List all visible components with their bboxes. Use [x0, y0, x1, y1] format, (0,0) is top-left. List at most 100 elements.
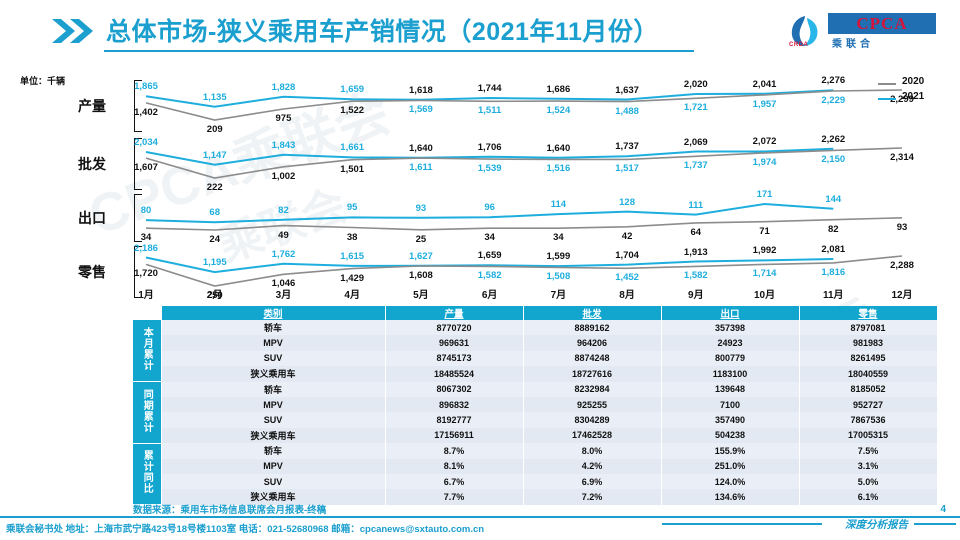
- value-label-bottom-2-5: 34: [484, 232, 495, 244]
- chart-row-label-0: 产量: [78, 98, 106, 114]
- table-row: SUV 8192777 8304289 357490 7867536: [133, 412, 938, 428]
- value-label-bottom-1-5: 1,539: [477, 163, 502, 175]
- table-header-row: 类别 产量 批发 出口 零售: [133, 306, 938, 320]
- value-label-bottom-0-11: 2,299: [890, 94, 914, 105]
- table-cell-export: 124.0%: [661, 473, 800, 490]
- table-cell-export: 155.9%: [661, 443, 800, 459]
- value-label-top-2-8: 111: [688, 199, 704, 211]
- table-row: MPV 896832 925255 7100 952727: [133, 396, 938, 413]
- table-cell-retail: 7.5%: [799, 443, 938, 459]
- table-cell-category: SUV: [161, 350, 386, 367]
- value-label-top-3-3: 1,615: [340, 250, 365, 262]
- legend-swatch-2021: [878, 98, 896, 101]
- value-label-top-0-9: 2,041: [752, 78, 777, 90]
- value-label-top-0-6: 1,686: [546, 83, 571, 95]
- table-cell-wholesale: 17462528: [523, 427, 662, 444]
- footer-report-label: 深度分析报告: [845, 520, 908, 531]
- table-cell-wholesale: 8304289: [523, 412, 662, 428]
- value-label-bottom-3-5: 1,582: [477, 270, 502, 282]
- x-axis-label-7: 7月: [550, 290, 567, 301]
- value-label-top-1-6: 1,640: [546, 142, 571, 154]
- value-label-top-0-1: 1,135: [202, 91, 227, 103]
- value-label-bottom-2-6: 34: [553, 232, 564, 244]
- cpca-emblem-icon: [791, 16, 818, 46]
- table-row: MPV 969631 964206 24923 981983: [133, 335, 938, 351]
- table-cell-production: 6.7%: [385, 473, 524, 490]
- table-cell-export: 357398: [661, 320, 800, 336]
- value-label-bottom-0-1: 209: [206, 124, 223, 135]
- value-label-bottom-1-1: 222: [206, 182, 223, 193]
- table-col-blank: [133, 306, 162, 320]
- table-row: 本月累计 轿车 8770720 8889162 357398 8797081: [133, 320, 938, 383]
- value-label-top-3-9: 1,992: [752, 245, 777, 257]
- value-label-bottom-2-7: 42: [621, 230, 633, 242]
- value-label-top-0-3: 1,659: [340, 84, 365, 96]
- value-label-top-3-0: 2,186: [134, 242, 158, 254]
- table-row: SUV 8745173 8874248 800779 8261495: [133, 350, 938, 367]
- table-cell-retail: 952727: [799, 396, 938, 413]
- chart-row-bracket-3: [134, 246, 142, 298]
- chart-row-label-3: 零售: [78, 264, 106, 280]
- value-label-bottom-1-7: 1,517: [615, 163, 639, 175]
- x-axis-label-8: 8月: [619, 290, 635, 301]
- table-cell-category: 狭义乘用车: [161, 489, 386, 505]
- value-label-bottom-2-9: 71: [759, 225, 770, 237]
- value-label-top-3-4: 1,627: [409, 250, 433, 262]
- value-label-top-0-7: 1,637: [615, 84, 639, 96]
- value-label-bottom-2-11: 93: [896, 221, 908, 233]
- value-label-top-3-10: 2,081: [821, 244, 846, 256]
- table-row: 狭义乘用车 18485524 18727616 1183100 18040559: [133, 366, 938, 382]
- table-col-category: 类别: [161, 306, 386, 320]
- table-cell-export: 24923: [661, 335, 800, 351]
- series-line-2021: [145, 202, 834, 224]
- footer-contact: 乘联会秘书处 地址：上海市武宁路423号18号楼1103室 电话：021-526…: [6, 524, 485, 535]
- value-label-bottom-1-11: 2,314: [890, 152, 914, 163]
- table-cell-wholesale: 8874248: [523, 350, 662, 367]
- value-label-bottom-3-0: 1,720: [134, 268, 158, 280]
- value-label-bottom-3-8: 1,582: [683, 270, 708, 282]
- table-cell-wholesale: 4.2%: [523, 458, 662, 474]
- double-chevron-right-icon: [52, 19, 93, 43]
- value-label-bottom-0-0: 1,402: [134, 106, 158, 118]
- table-cell-wholesale: 964206: [523, 335, 662, 351]
- value-label-bottom-3-3: 1,429: [340, 272, 365, 284]
- chart-series-lines: [145, 89, 903, 287]
- chart-row-label-1: 批发: [78, 156, 106, 172]
- table-cell-retail: 17005315: [799, 427, 938, 444]
- table-cell-export: 7100: [661, 396, 800, 413]
- footer-divider: [0, 516, 960, 518]
- table-cell-category: 轿车: [161, 443, 386, 459]
- table-cell-production: 8.7%: [385, 443, 524, 459]
- x-axis-label-4: 4月: [344, 290, 360, 301]
- table-col-retail: 零售: [799, 306, 938, 320]
- table-cell-production: 8770720: [385, 320, 524, 336]
- table-cell-retail: 981983: [799, 335, 938, 351]
- legend-label-2020: 2020: [902, 76, 925, 87]
- summary-table: 类别 产量 批发 出口 零售 本月累计 轿车 8770720 8889162 35739…: [133, 306, 938, 506]
- table-cell-retail: 5.0%: [799, 473, 938, 490]
- footer-rule-right: [914, 523, 956, 525]
- value-label-bottom-3-1: 250: [206, 290, 223, 301]
- legend-item-2020: 2020: [878, 76, 958, 91]
- chart-legend: 2020 2021: [878, 76, 958, 106]
- value-label-top-1-4: 1,640: [409, 142, 433, 154]
- value-label-top-0-10: 2,276: [821, 75, 846, 87]
- chart-row-bracket-2: [134, 194, 142, 242]
- value-label-bottom-0-3: 1,522: [340, 105, 365, 117]
- table-cell-category: 轿车: [161, 320, 386, 336]
- value-label-bottom-3-10: 1,816: [821, 266, 846, 278]
- table-cell-wholesale: 925255: [523, 396, 662, 413]
- table-cell-production: 8.1%: [385, 458, 524, 474]
- x-axis-label-9: 9月: [688, 290, 704, 301]
- table-body: 本月累计 轿车 8770720 8889162 357398 8797081 MPV 9696…: [133, 320, 938, 506]
- table-col-export: 出口: [661, 306, 800, 320]
- series-line-2021: [145, 147, 834, 166]
- series-line-2020: [145, 89, 903, 121]
- value-label-top-2-10: 144: [825, 193, 842, 205]
- value-label-bottom-2-1: 24: [209, 234, 221, 245]
- value-label-top-1-5: 1,706: [477, 141, 502, 153]
- table-cell-production: 17156911: [385, 427, 524, 444]
- value-label-bottom-3-11: 2,288: [890, 260, 914, 271]
- x-axis-label-11: 11月: [822, 290, 844, 301]
- value-label-top-2-2: 82: [278, 204, 289, 216]
